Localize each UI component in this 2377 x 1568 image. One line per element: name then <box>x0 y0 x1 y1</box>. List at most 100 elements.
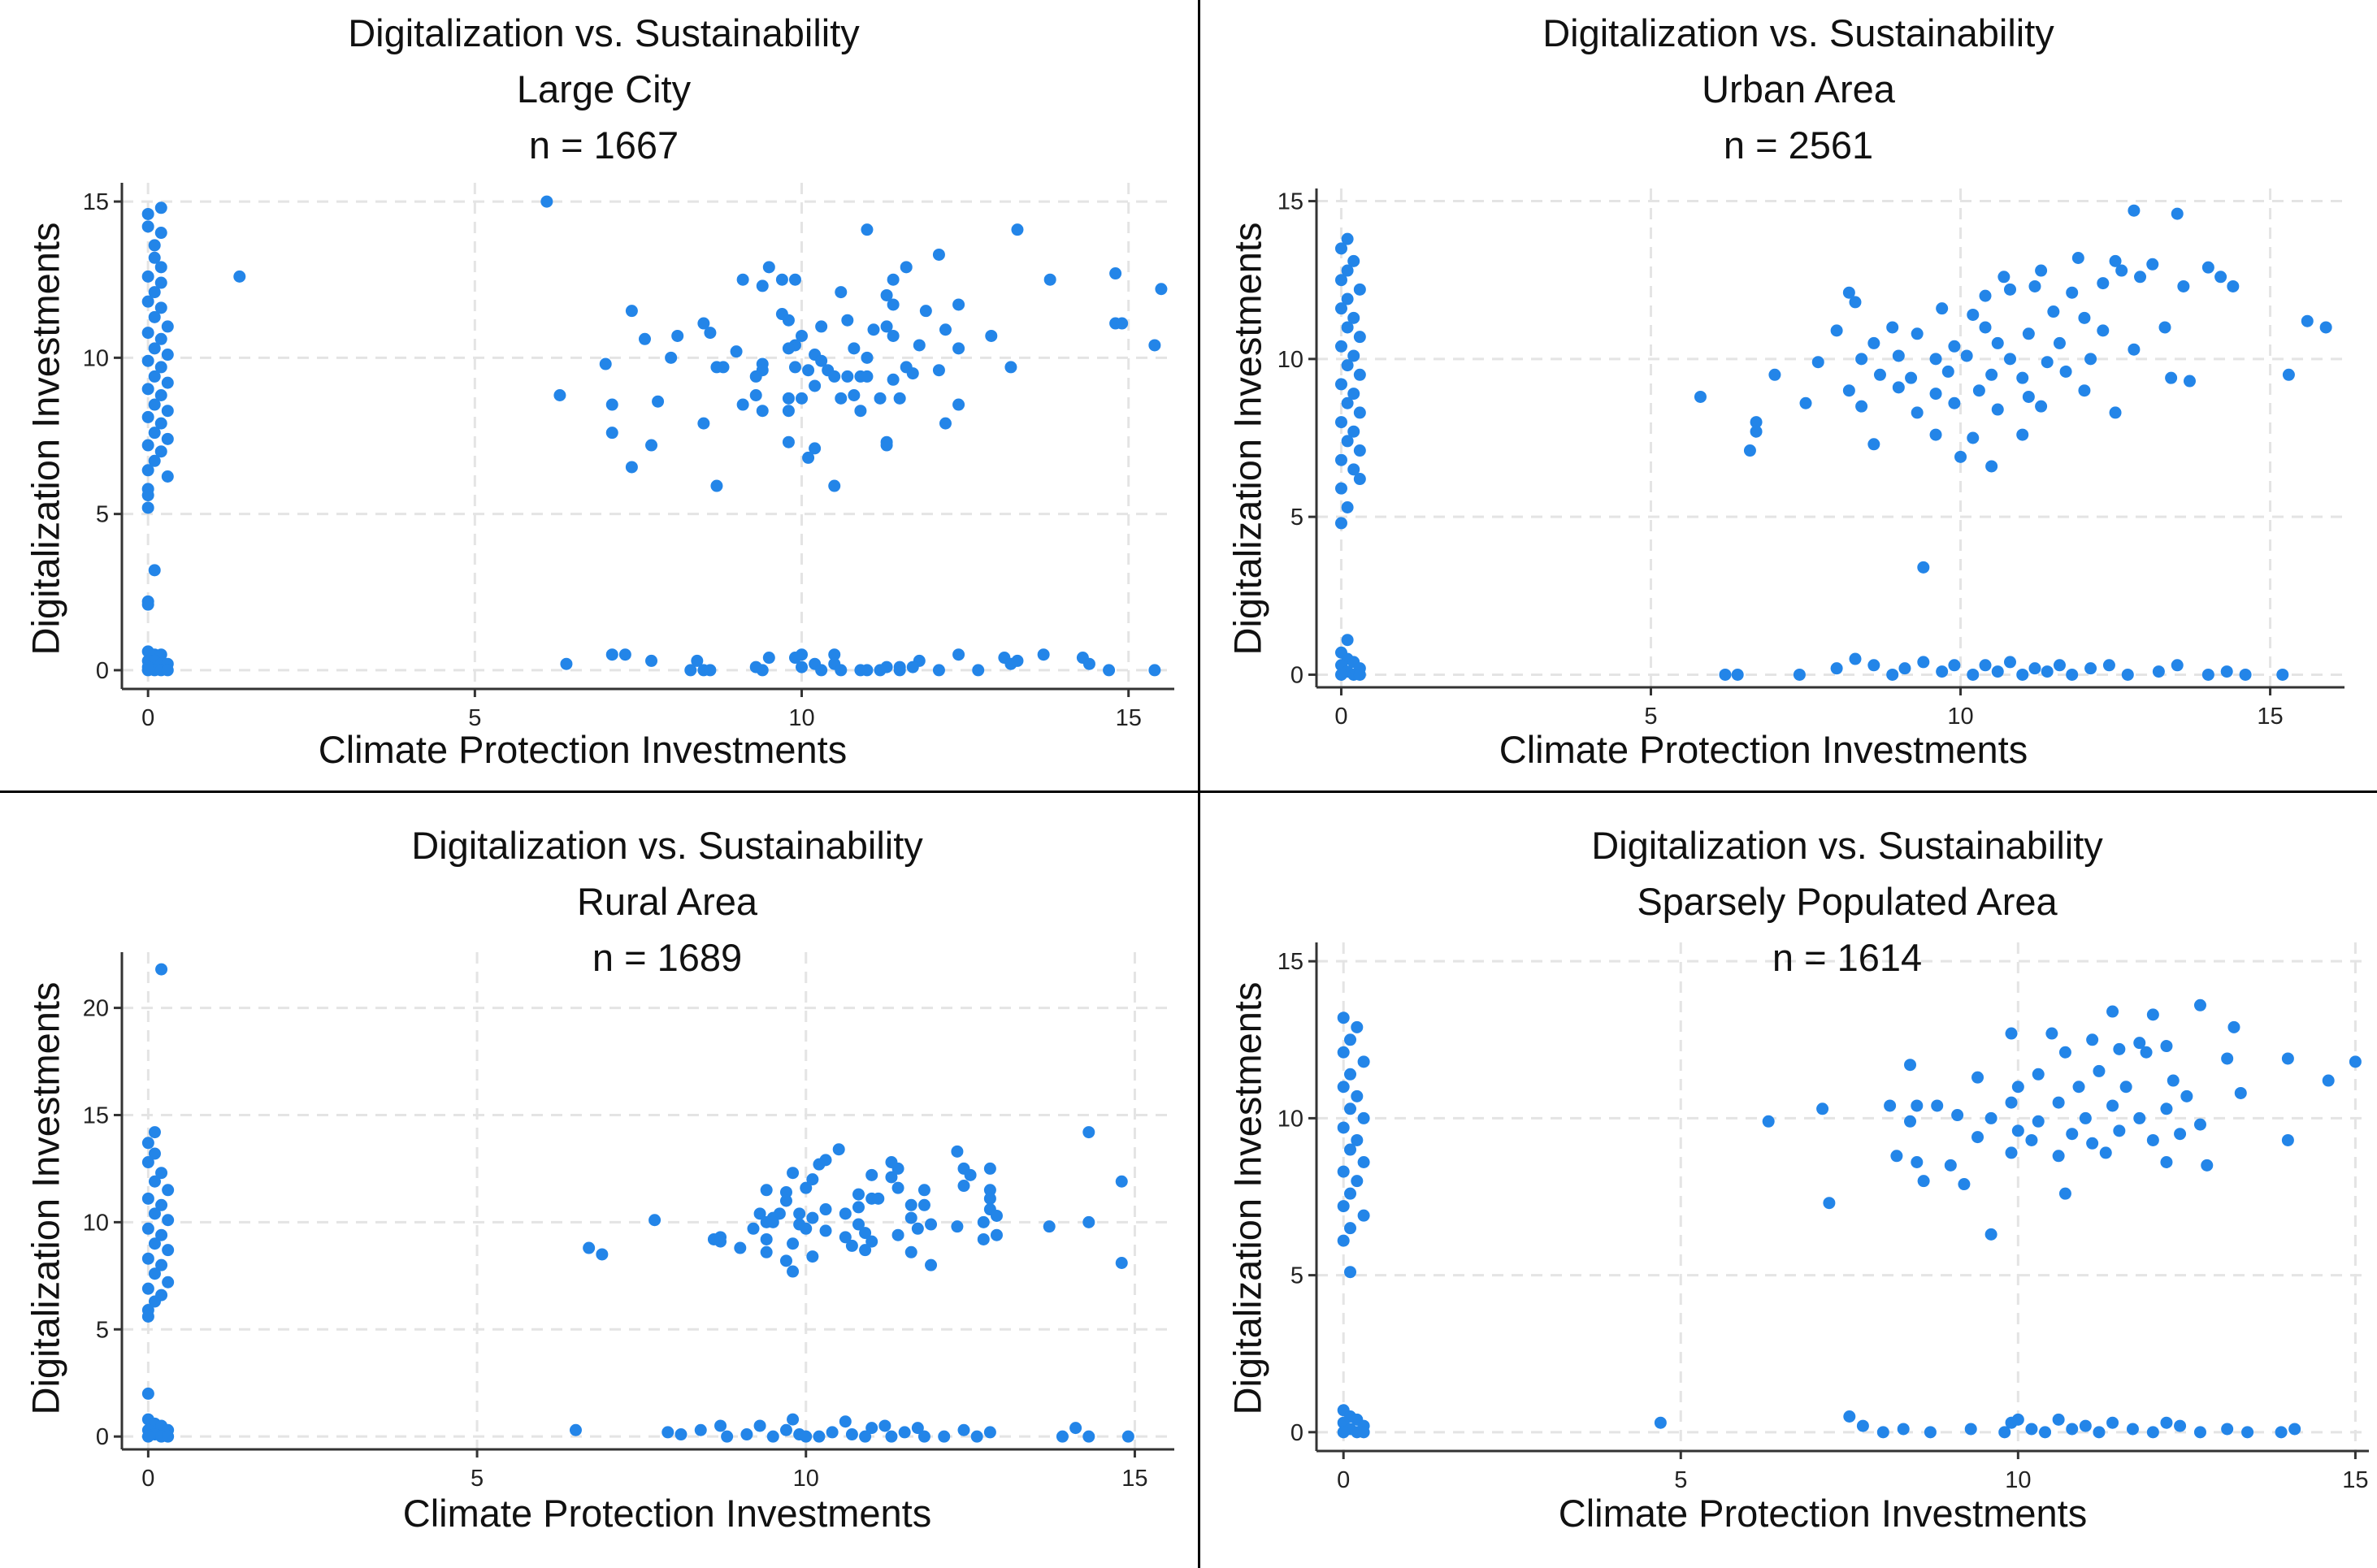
data-point <box>1998 1426 2011 1439</box>
data-point <box>1911 406 1924 419</box>
data-point <box>1155 283 1168 296</box>
y-tick-label: 0 <box>96 1424 109 1450</box>
data-point <box>859 1244 872 1257</box>
data-point <box>141 1156 154 1169</box>
data-point <box>983 1426 996 1439</box>
data-point <box>1082 657 1095 670</box>
data-point <box>787 1167 800 1180</box>
data-point <box>1115 1257 1128 1269</box>
data-point <box>2193 1426 2206 1439</box>
data-point <box>1351 1089 1364 1102</box>
data-point <box>1929 353 1942 366</box>
data-point <box>1924 1426 1937 1439</box>
data-point <box>859 1227 872 1240</box>
data-point <box>148 251 161 264</box>
data-point <box>990 1209 1003 1222</box>
data-point <box>1842 384 1855 397</box>
data-point <box>540 195 553 208</box>
data-point <box>796 648 809 661</box>
panel-title-sparsely-populated-area: Digitalization vs. Sustainability Sparse… <box>1591 817 2103 985</box>
data-point <box>932 664 945 677</box>
data-point <box>154 361 167 374</box>
data-point <box>645 654 658 667</box>
data-point <box>2146 1008 2159 1021</box>
data-point <box>618 648 631 661</box>
data-point <box>1347 388 1360 401</box>
data-point <box>2097 277 2110 290</box>
x-axis-label: Climate Protection Investments <box>1499 728 2028 771</box>
data-point <box>694 1423 707 1436</box>
data-point <box>2011 1081 2024 1094</box>
data-point <box>1979 289 1992 302</box>
data-point <box>2160 1040 2173 1053</box>
data-point <box>154 276 167 289</box>
data-point <box>148 1126 161 1139</box>
data-point <box>141 464 154 477</box>
data-point <box>2016 428 2029 441</box>
data-point <box>1037 648 1050 661</box>
data-point <box>141 1310 154 1323</box>
data-point <box>1811 356 1824 369</box>
x-tick-label: 0 <box>1334 704 1347 730</box>
data-point <box>760 1184 773 1197</box>
data-point <box>2066 1128 2079 1141</box>
data-point <box>1334 274 1347 287</box>
data-point <box>2128 204 2141 217</box>
data-point <box>691 654 704 667</box>
data-point <box>625 461 638 474</box>
data-point <box>148 239 161 252</box>
data-point <box>599 357 612 370</box>
x-axis-label: Climate Protection Investments <box>318 728 848 771</box>
data-point <box>2099 1146 2112 1159</box>
data-point <box>1944 1159 1957 1172</box>
data-point <box>2078 311 2091 324</box>
data-point <box>2288 1423 2301 1436</box>
data-point <box>704 664 717 677</box>
data-point <box>762 652 775 665</box>
data-point <box>802 364 815 377</box>
data-point <box>835 664 848 677</box>
y-tick-label: 15 <box>83 189 109 215</box>
data-point <box>155 1228 168 1241</box>
data-point <box>917 1184 930 1197</box>
y-axis-label: Digitalization Investments <box>24 981 67 1415</box>
data-point <box>684 664 697 677</box>
data-point <box>553 389 566 402</box>
data-point <box>2045 1027 2058 1040</box>
data-point <box>148 398 161 411</box>
data-point <box>800 1222 813 1235</box>
data-point <box>1867 336 1880 349</box>
data-point <box>756 664 769 677</box>
data-point <box>161 376 174 389</box>
data-point <box>977 1232 990 1245</box>
data-point <box>1890 1150 1903 1163</box>
data-point <box>1830 662 1843 675</box>
data-point <box>2066 286 2079 299</box>
data-point <box>155 963 168 976</box>
data-point <box>162 1430 175 1443</box>
data-point <box>1823 1197 1836 1210</box>
data-point <box>861 664 874 677</box>
title-line: Digitalization vs. Sustainability <box>1542 11 2054 54</box>
data-point <box>841 370 854 383</box>
x-tick-label: 5 <box>468 705 481 731</box>
data-point <box>839 1231 852 1244</box>
data-point <box>1904 1059 1917 1072</box>
data-point <box>796 329 809 342</box>
data-point <box>983 1192 996 1205</box>
data-point <box>1341 292 1354 305</box>
x-tick-label: 15 <box>1121 1466 1147 1492</box>
data-point <box>760 1232 773 1245</box>
data-point <box>141 1430 154 1443</box>
data-point <box>2022 327 2035 340</box>
data-point <box>2022 390 2035 403</box>
data-point <box>148 1175 161 1188</box>
data-point <box>813 1158 826 1171</box>
data-point <box>148 370 161 383</box>
data-point <box>2221 1052 2234 1065</box>
data-point <box>1897 1423 1910 1436</box>
data-point <box>913 339 926 352</box>
data-point <box>148 1267 161 1280</box>
data-point <box>1867 659 1880 672</box>
y-axis-label: Digitalization Investments <box>1225 222 1269 656</box>
